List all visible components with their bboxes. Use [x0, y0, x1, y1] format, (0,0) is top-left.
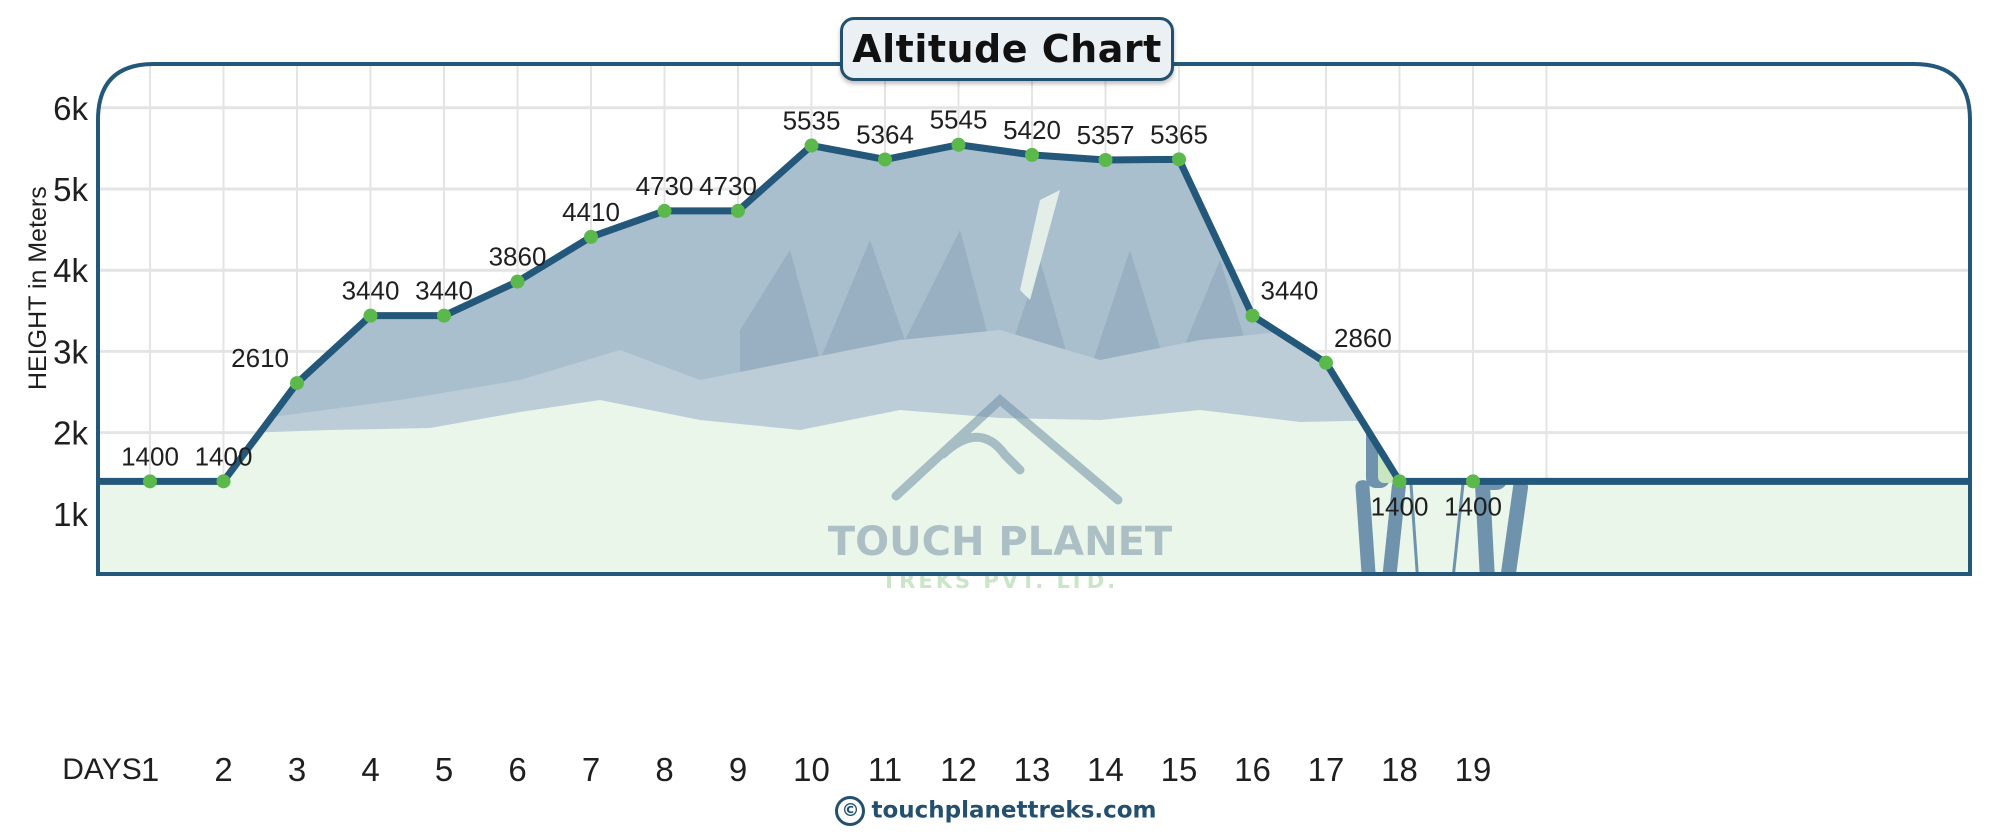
- data-point-marker: [1098, 153, 1113, 168]
- copyright-icon: ©: [835, 796, 866, 826]
- data-point-marker: [804, 138, 819, 153]
- chart-title: Altitude Chart: [852, 27, 1162, 71]
- data-label: 2610: [231, 343, 289, 373]
- y-tick-label: 1k: [53, 496, 88, 533]
- data-label: 3440: [415, 276, 473, 306]
- backpack-icon: [1378, 338, 1410, 483]
- x-tick-label: 17: [1308, 751, 1345, 788]
- data-point-marker: [878, 152, 892, 167]
- y-tick-label: 3k: [53, 333, 88, 370]
- x-tick-label: 2: [214, 751, 232, 788]
- x-tick-label: 13: [1014, 751, 1051, 788]
- x-tick-label: 1: [141, 751, 159, 788]
- footer-website-link[interactable]: touchplanettreks.com: [871, 797, 1157, 824]
- x-tick-label: 5: [435, 751, 453, 788]
- y-tick-label: 2k: [53, 415, 88, 452]
- data-point-marker: [731, 203, 745, 218]
- y-axis-ticks: 1k 2k 3k 4k 5k 6k: [53, 90, 88, 533]
- y-tick-label: 5k: [53, 171, 88, 208]
- data-label: 5535: [783, 106, 841, 136]
- y-tick-label: 4k: [53, 252, 88, 289]
- x-tick-label: 9: [729, 751, 747, 788]
- x-tick-label: 11: [868, 751, 902, 788]
- data-point-marker: [1025, 147, 1039, 162]
- data-label: 3440: [342, 276, 400, 306]
- x-tick-label: 4: [361, 751, 379, 788]
- x-tick-label: 10: [793, 751, 830, 788]
- x-tick-label: 6: [508, 751, 526, 788]
- data-label: 3860: [489, 242, 547, 272]
- data-label: 5364: [856, 119, 914, 149]
- x-tick-label: 19: [1455, 751, 1492, 788]
- data-label: 1400: [121, 441, 179, 471]
- footer: © touchplanettreks.com: [0, 796, 1992, 826]
- data-point-marker: [437, 308, 451, 323]
- data-point-marker: [290, 376, 304, 391]
- watermark-line1: TOUCH PLANET: [828, 519, 1173, 565]
- x-tick-label: 8: [655, 751, 673, 788]
- x-axis-label: DAYS: [62, 753, 141, 786]
- data-point-marker: [951, 137, 966, 152]
- x-tick-label: 14: [1087, 751, 1124, 788]
- x-tick-label: 18: [1381, 751, 1418, 788]
- y-tick-label: 6k: [53, 90, 88, 127]
- data-point-marker: [216, 474, 231, 489]
- data-point-marker: [657, 203, 672, 218]
- data-point-marker: [1392, 474, 1407, 489]
- data-markers: [143, 137, 1480, 489]
- x-tick-label: 12: [940, 751, 977, 788]
- data-labels: 1400 1400 2610 3440 3440 3860 4410 4730 4730 5535…: [121, 105, 1502, 522]
- x-tick-label: 15: [1161, 751, 1198, 788]
- data-point-marker: [1466, 474, 1480, 489]
- x-tick-label: 3: [288, 751, 306, 788]
- x-axis-ticks: 1 2 3 4 5 6 7 8 9 10 11 12 13 14 15 16 17 18 19: [141, 751, 1492, 788]
- data-label: 5357: [1077, 120, 1135, 150]
- data-label: 4410: [562, 197, 620, 227]
- y-axis-label: HEIGHT in Meters: [24, 186, 52, 390]
- data-point-marker: [363, 308, 378, 323]
- data-label: 5420: [1003, 115, 1061, 145]
- data-point-marker: [1245, 308, 1260, 323]
- data-point-marker: [1172, 152, 1186, 167]
- data-point-marker: [143, 474, 157, 489]
- data-label: 4730: [636, 171, 694, 201]
- x-tick-label: 16: [1234, 751, 1271, 788]
- x-tick-label: 7: [582, 751, 600, 788]
- plot-frame: [96, 62, 1972, 576]
- data-label: 5365: [1150, 119, 1208, 149]
- data-point-marker: [1319, 355, 1333, 370]
- data-label: 2860: [1334, 323, 1392, 353]
- data-label: 5545: [930, 105, 988, 135]
- chart-title-box: Altitude Chart: [840, 17, 1174, 81]
- watermark-logo: TOUCH PLANET TREKS PVT. LTD.: [828, 393, 1173, 593]
- data-point-marker: [584, 229, 598, 244]
- data-label: 1400: [195, 441, 253, 471]
- data-label: 1400: [1444, 491, 1502, 521]
- data-point-marker: [510, 274, 525, 289]
- data-label: 4730: [699, 171, 757, 201]
- data-label: 3440: [1261, 276, 1319, 306]
- data-label: 1400: [1371, 491, 1429, 521]
